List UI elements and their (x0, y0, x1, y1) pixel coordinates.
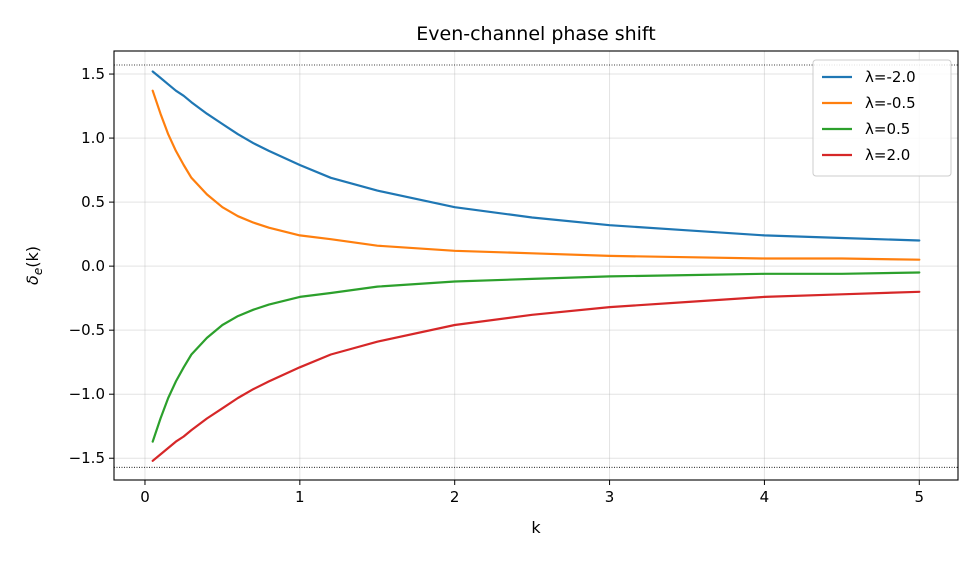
series-lines (151, 70, 921, 462)
x-tick-label: 4 (760, 488, 770, 506)
y-tick-label: 1.0 (81, 129, 105, 147)
y-tick-label: 1.5 (81, 65, 105, 83)
series-line (151, 290, 921, 462)
legend-entry: λ=2.0 (865, 146, 910, 164)
y-axis-label-subscript: e (31, 268, 45, 275)
y-axis-label-main: δ (23, 275, 42, 285)
x-tick-label: 5 (915, 488, 925, 506)
chart-title: Even-channel phase shift (416, 23, 655, 45)
y-axis-label-tail: (k) (23, 246, 42, 268)
series-line (151, 89, 921, 261)
legend-entry: λ=0.5 (865, 120, 910, 138)
legend-entry: λ=-2.0 (865, 68, 916, 86)
x-axis-ticks: 0 1 2 3 4 5 (140, 480, 924, 506)
x-axis-label: k (531, 518, 541, 537)
y-tick-label: −1.5 (69, 449, 105, 467)
y-tick-label: 0.0 (81, 257, 105, 275)
series-line (151, 271, 921, 443)
y-tick-label: 0.5 (81, 193, 105, 211)
x-tick-label: 1 (295, 488, 305, 506)
x-tick-label: 2 (450, 488, 460, 506)
legend-box (812, 59, 952, 177)
plot-area-frame (113, 50, 959, 481)
x-tick-label: 3 (605, 488, 615, 506)
series-line (151, 70, 921, 242)
y-axis-ticks: 1.5 1.0 0.5 0.0 −0.5 −1.0 −1.5 (69, 65, 114, 467)
y-axis-label: δe(k) (23, 246, 45, 285)
legend: λ=-2.0 λ=-0.5 λ=0.5 λ=2.0 (812, 59, 952, 177)
x-tick-label: 0 (140, 488, 150, 506)
y-tick-label: −1.0 (69, 385, 105, 403)
legend-entry: λ=-0.5 (865, 94, 916, 112)
y-tick-label: −0.5 (69, 321, 105, 339)
